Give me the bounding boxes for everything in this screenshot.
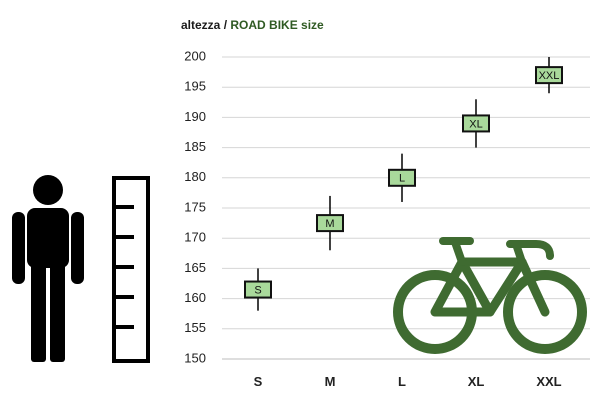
y-tick-label: 165: [184, 260, 206, 275]
person-left-arm: [12, 212, 25, 284]
y-tick-label: 155: [184, 320, 206, 335]
person-left-leg: [31, 262, 46, 362]
size-box-label: S: [254, 284, 261, 296]
x-tick-label: L: [398, 374, 406, 389]
bike-handlebar: [506, 240, 554, 260]
size-marks: S M L XL XXL: [244, 57, 563, 311]
size-box: [535, 66, 563, 85]
size-box: [244, 280, 272, 299]
y-tick-label: 150: [184, 350, 206, 365]
grid: [222, 56, 590, 360]
person-torso: [27, 208, 69, 268]
chart-title: altezza / ROAD BIKE size: [181, 18, 324, 32]
title-height-word: altezza: [181, 18, 221, 32]
y-tick-label: 170: [184, 230, 206, 245]
x-tick-label: XXL: [536, 374, 561, 389]
size-range-m: M: [316, 195, 344, 251]
size-box: [462, 114, 490, 133]
size-box-label: XL: [469, 118, 482, 130]
y-tick-label: 195: [184, 79, 206, 94]
size-box-label: M: [325, 218, 334, 230]
ruler-icon: [112, 176, 150, 363]
bike-fork: [517, 257, 550, 317]
person-right-arm: [71, 212, 84, 284]
road-bike-icon: [393, 237, 587, 354]
size-range-l: L: [388, 153, 416, 202]
size-box: [316, 214, 344, 233]
size-box-label: L: [399, 173, 405, 185]
size-box: [388, 168, 416, 187]
bike-down-tube: [457, 257, 495, 317]
person-icon: [12, 175, 84, 362]
y-tick-label: 190: [184, 109, 206, 124]
title-separator: /: [220, 18, 230, 32]
y-tick-label: 160: [184, 290, 206, 305]
y-tick-label: 185: [184, 139, 206, 154]
y-axis: 150 155 160 165 170 175 180 185 190 195 200: [184, 48, 206, 365]
title-main: ROAD BIKE size: [230, 18, 324, 32]
x-tick-label: M: [325, 374, 336, 389]
person-head: [33, 175, 63, 205]
x-tick-label: XL: [468, 374, 485, 389]
bike-seatpost: [451, 238, 466, 266]
y-tick-label: 175: [184, 199, 206, 214]
size-range-xxl: XXL: [535, 57, 563, 94]
size-range-s: S: [244, 268, 272, 311]
y-tick-label: 180: [184, 169, 206, 184]
ruler-body: [112, 176, 150, 363]
size-range-xl: XL: [462, 99, 490, 148]
x-axis: S M L XL XXL: [254, 374, 562, 389]
bike-front-wheel: [503, 270, 587, 354]
size-box-label: XXL: [539, 70, 560, 82]
x-tick-label: S: [254, 374, 263, 389]
person-right-leg: [50, 262, 65, 362]
y-tick-label: 200: [184, 48, 206, 63]
